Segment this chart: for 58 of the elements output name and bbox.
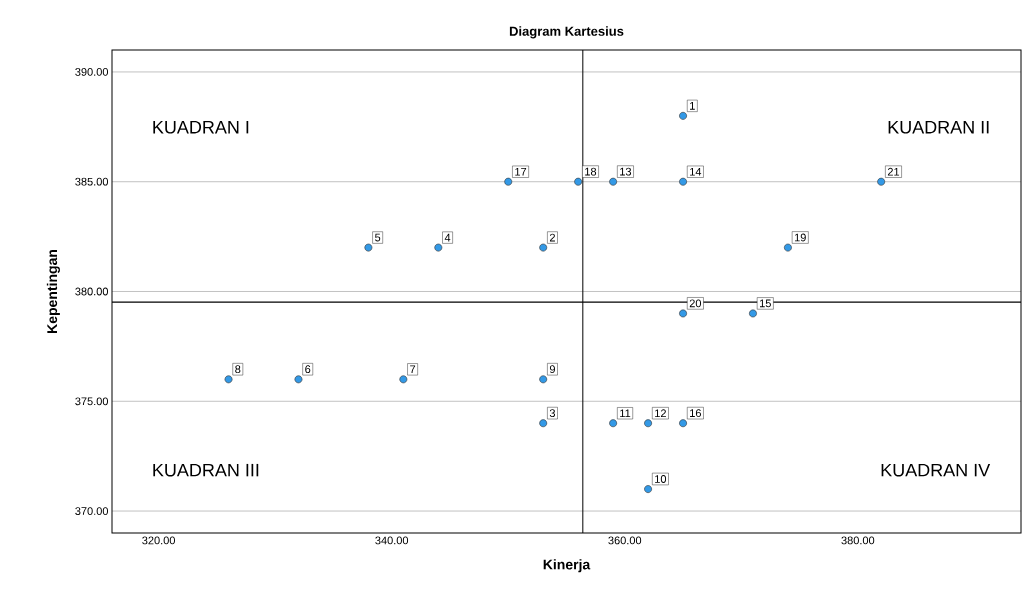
annotation: 9	[549, 365, 555, 374]
annotation: 19	[794, 233, 806, 242]
y-tick-label: 390.00	[75, 68, 109, 76]
x-axis-title: Kinerja	[543, 559, 591, 573]
point	[679, 177, 687, 186]
annotation: KUADRAN IV	[881, 463, 991, 477]
chart-title: Diagram Kartesius	[509, 26, 624, 39]
annotation: 4	[444, 233, 451, 242]
annotation: 1	[690, 102, 695, 110]
annotation: 15	[760, 299, 771, 308]
point	[644, 485, 652, 493]
point	[539, 419, 548, 428]
point	[504, 177, 513, 186]
annotation: 12	[655, 409, 666, 418]
annotation: KUADRAN III	[153, 463, 259, 477]
point	[574, 177, 583, 186]
annotation: 10	[655, 475, 667, 483]
point	[539, 375, 548, 384]
annotation: 13	[620, 167, 632, 176]
annotation: 18	[585, 167, 597, 176]
point	[644, 419, 652, 428]
annotation: 11	[620, 409, 631, 418]
x-tick-label: 340.00	[375, 536, 409, 545]
x-tick-label: 360.00	[608, 536, 642, 545]
x-tick-label: 320.00	[142, 536, 175, 545]
annotation: 2	[549, 233, 555, 242]
point	[539, 243, 548, 252]
annotation: 8	[235, 365, 241, 374]
point	[434, 243, 443, 252]
annotation: 3	[549, 409, 556, 418]
point	[679, 111, 687, 120]
annotation: 6	[305, 365, 311, 374]
y-axis-title: Kepentingan	[46, 249, 60, 333]
annotation: KUADRAN I	[153, 120, 249, 134]
annotation: 21	[887, 167, 900, 176]
point	[609, 419, 618, 428]
y-tick-label: 370.00	[75, 507, 109, 515]
annotation: 7	[410, 365, 416, 374]
y-tick-label: 385.00	[75, 177, 109, 186]
annotation: 17	[515, 167, 527, 176]
point	[294, 375, 303, 384]
annotation: 20	[689, 299, 702, 308]
x-tick-label: 380.00	[841, 536, 875, 545]
point	[679, 309, 687, 318]
point	[784, 243, 792, 252]
point	[679, 419, 687, 428]
y-tick-label: 380.00	[75, 287, 109, 296]
annotation: 16	[690, 409, 701, 418]
point	[877, 177, 886, 186]
annotation: 14	[690, 167, 702, 176]
annotation: 5	[375, 233, 381, 242]
annotation: KUADRAN II	[888, 120, 989, 134]
point	[609, 177, 618, 186]
point	[224, 375, 233, 384]
point	[749, 309, 757, 318]
point	[399, 375, 408, 384]
point	[364, 243, 373, 252]
y-tick-label: 375.00	[75, 397, 109, 406]
